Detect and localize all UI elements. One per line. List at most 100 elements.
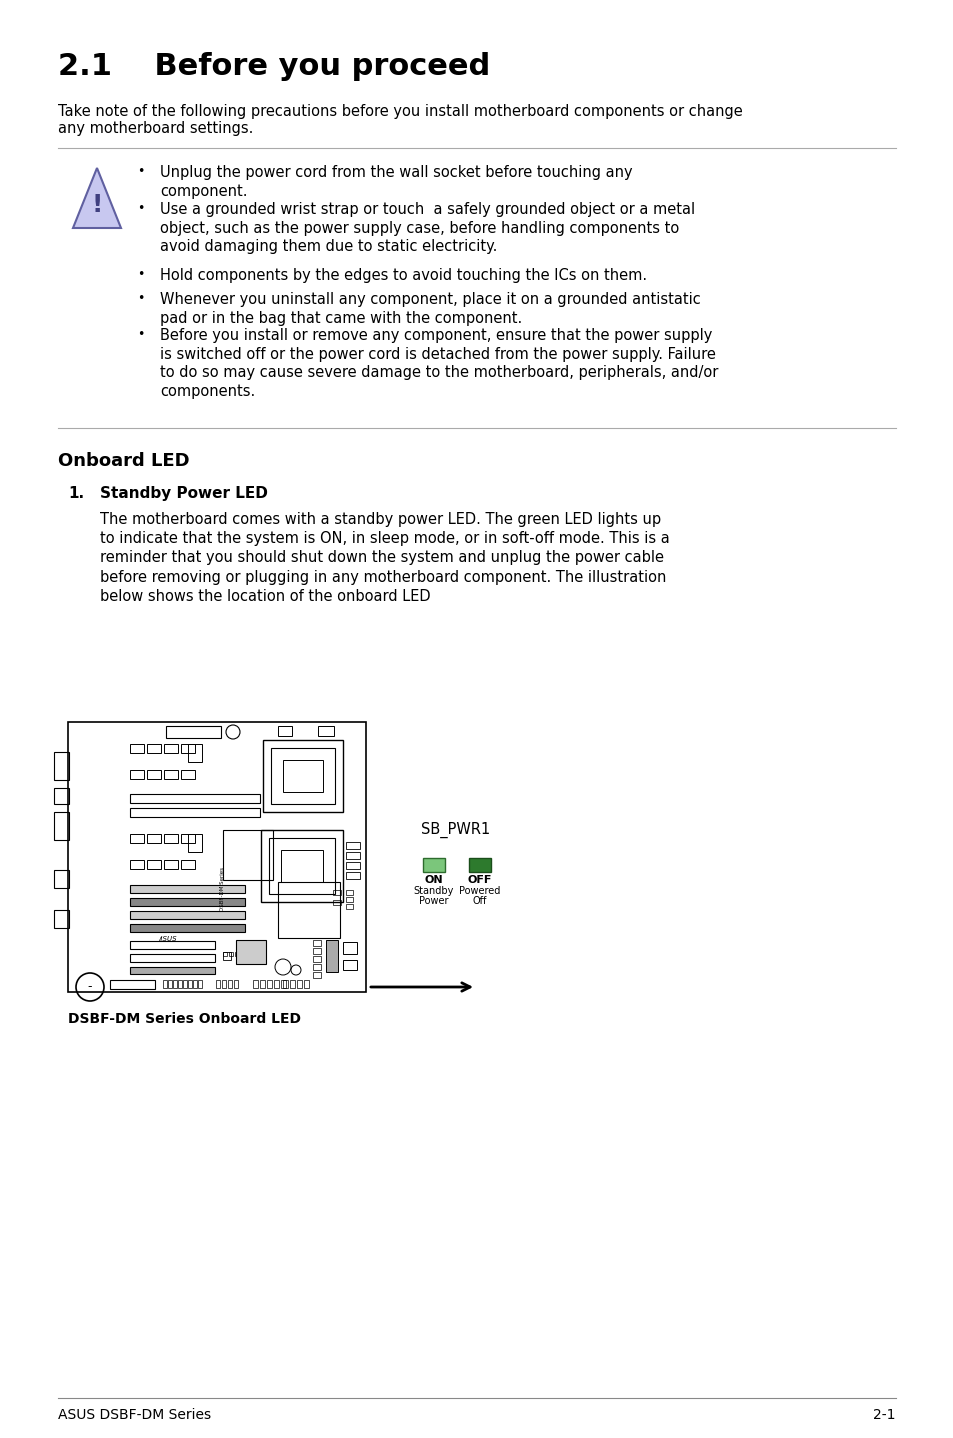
Polygon shape (73, 168, 121, 229)
Bar (333, 890, 340, 894)
Bar (147, 769, 161, 779)
Bar (343, 961, 356, 971)
Text: Take note of the following precautions before you install motherboard components: Take note of the following precautions b… (58, 104, 742, 137)
Text: Onboard LED: Onboard LED (58, 452, 190, 470)
Bar (253, 981, 257, 988)
Text: DSBF-DM Series: DSBF-DM Series (220, 867, 225, 912)
Bar (346, 851, 359, 858)
Bar (235, 940, 266, 963)
Bar (181, 834, 194, 843)
Bar (178, 981, 182, 988)
Text: Whenever you uninstall any component, place it on a grounded antistatic
pad or i: Whenever you uninstall any component, pl… (160, 292, 700, 325)
Bar (130, 925, 245, 932)
Bar (168, 981, 172, 988)
Text: Standby Power LED: Standby Power LED (100, 486, 268, 500)
Bar (223, 830, 273, 880)
Text: /ISUS: /ISUS (158, 936, 177, 942)
Bar (130, 808, 260, 817)
Bar (164, 834, 178, 843)
Bar (281, 850, 323, 881)
Bar (54, 788, 69, 804)
Bar (346, 905, 353, 909)
Bar (313, 940, 320, 946)
Bar (130, 860, 144, 869)
Bar (54, 870, 69, 889)
Text: Unplug the power cord from the wall socket before touching any
component.: Unplug the power cord from the wall sock… (160, 165, 632, 198)
Text: Power: Power (418, 896, 448, 906)
Bar (304, 981, 309, 988)
Bar (277, 881, 339, 938)
Bar (261, 830, 343, 902)
Bar (346, 871, 359, 879)
Text: 1.: 1. (68, 486, 84, 500)
Bar (215, 981, 220, 988)
Bar (271, 748, 335, 804)
Bar (193, 981, 196, 988)
Bar (110, 981, 154, 989)
Bar (274, 981, 278, 988)
Bar (317, 726, 334, 736)
Bar (229, 952, 233, 956)
Bar (260, 981, 265, 988)
Bar (346, 861, 359, 869)
Bar (164, 769, 178, 779)
Bar (313, 956, 320, 962)
Bar (130, 834, 144, 843)
Bar (326, 940, 337, 972)
Text: OFF: OFF (467, 874, 492, 884)
Text: Standby: Standby (414, 886, 454, 896)
Bar (147, 860, 161, 869)
Text: Use a grounded wrist strap or touch  a safely grounded object or a metal
object,: Use a grounded wrist strap or touch a sa… (160, 201, 695, 255)
Text: SB_PWR1: SB_PWR1 (420, 823, 490, 838)
Bar (181, 860, 194, 869)
Bar (147, 834, 161, 843)
Bar (188, 834, 202, 851)
Text: ASUS DSBF-DM Series: ASUS DSBF-DM Series (58, 1408, 211, 1422)
Text: Powered: Powered (458, 886, 500, 896)
Text: Before you install or remove any component, ensure that the power supply
is swit: Before you install or remove any compone… (160, 328, 718, 398)
Text: •: • (137, 165, 145, 178)
Bar (163, 981, 167, 988)
Bar (234, 952, 239, 956)
Bar (223, 952, 227, 956)
Text: ON: ON (424, 874, 443, 884)
Bar (147, 743, 161, 754)
Bar (130, 743, 144, 754)
Bar (267, 981, 272, 988)
Bar (188, 981, 192, 988)
Bar (130, 966, 214, 974)
Bar (277, 726, 292, 736)
Bar (422, 858, 444, 871)
Bar (346, 890, 353, 894)
Bar (164, 860, 178, 869)
Bar (130, 940, 214, 949)
Bar (54, 752, 69, 779)
Bar (223, 952, 231, 961)
Bar (296, 981, 302, 988)
Text: 2.1    Before you proceed: 2.1 Before you proceed (58, 52, 490, 81)
Bar (290, 981, 294, 988)
Bar (283, 981, 288, 988)
Bar (130, 794, 260, 802)
Bar (181, 769, 194, 779)
Bar (222, 981, 226, 988)
Bar (343, 942, 356, 953)
Bar (68, 722, 366, 992)
Bar (130, 769, 144, 779)
Bar (233, 981, 237, 988)
Text: •: • (137, 328, 145, 341)
Text: Off: Off (473, 896, 487, 906)
Text: •: • (137, 267, 145, 280)
Bar (183, 981, 187, 988)
Text: Hold components by the edges to avoid touching the ICs on them.: Hold components by the edges to avoid to… (160, 267, 646, 283)
Bar (172, 981, 177, 988)
Bar (281, 981, 286, 988)
Bar (166, 726, 221, 738)
Text: •: • (137, 292, 145, 305)
Text: DSBF-DM Series Onboard LED: DSBF-DM Series Onboard LED (68, 1012, 301, 1025)
Bar (333, 900, 340, 905)
Bar (346, 897, 353, 902)
Bar (164, 743, 178, 754)
Bar (269, 838, 335, 894)
Bar (263, 741, 343, 812)
